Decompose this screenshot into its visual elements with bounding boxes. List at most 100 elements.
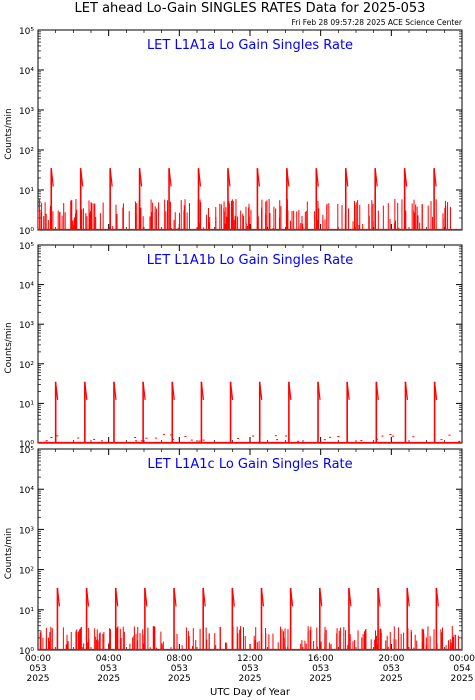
- y-tick-label: 10⁰: [19, 227, 34, 237]
- x-tick-label-time: 08:00: [166, 654, 192, 664]
- data-point: [285, 435, 288, 437]
- panel-title: LET L1A1b Lo Gain Singles Rate: [147, 253, 353, 268]
- spike-decay: [259, 381, 263, 400]
- spike-decay: [290, 587, 294, 607]
- plot-frame: [37, 448, 463, 651]
- data-point: [100, 440, 103, 442]
- spike-decay: [139, 168, 143, 187]
- y-tick-label: 10³: [19, 526, 34, 536]
- data-point: [140, 440, 143, 442]
- data-point: [440, 441, 443, 443]
- x-tick-label-year: 2025: [168, 674, 191, 684]
- data-series: [38, 168, 462, 230]
- spike-decay: [345, 168, 349, 187]
- data-point: [252, 435, 255, 437]
- y-tick-label: 10⁵: [19, 27, 34, 37]
- spike-decay: [56, 587, 61, 607]
- x-tick-label-time: 20:00: [378, 654, 404, 664]
- spike-decay: [227, 168, 231, 187]
- y-axis-label: Counts/min: [4, 108, 14, 159]
- spike-decay: [202, 587, 206, 607]
- spike-decay: [84, 381, 88, 400]
- spike-decay: [348, 587, 352, 607]
- y-tick-label: 10²: [19, 147, 34, 157]
- y-tick-label: 10⁴: [19, 486, 34, 496]
- spike-decay: [173, 587, 177, 607]
- spike-decay: [168, 168, 172, 187]
- data-point: [412, 436, 415, 438]
- y-tick-label: 10¹: [19, 607, 34, 617]
- chart-panel-2: 10⁰ 10¹ 10² 10³ 10⁴ 10⁵ Counts/min LET L1A1b Lo…: [4, 242, 463, 450]
- data-point: [392, 435, 395, 437]
- data-point: [337, 436, 340, 438]
- y-tick-label: 10⁴: [19, 67, 34, 77]
- chart-panels: 10⁰ 10¹ 10² 10³ 10⁴ 10⁵ Counts/min LET L1A1a Lo…: [4, 27, 463, 657]
- data-point: [236, 437, 239, 439]
- x-tick-label-day: 054: [453, 664, 470, 674]
- y-axis-label: Counts/min: [4, 322, 14, 373]
- x-tick-label-day: 053: [241, 664, 258, 674]
- data-point: [274, 435, 277, 437]
- data-point: [135, 440, 138, 442]
- x-tick-label-time: 00:00: [449, 654, 475, 664]
- spike-decay: [433, 168, 437, 187]
- x-axis: 00:00053202504:00053202508:00053202512:0…: [25, 654, 475, 684]
- data-point: [198, 440, 201, 442]
- data-point: [336, 441, 339, 443]
- panel-title: LET L1A1c Lo Gain Singles Rate: [147, 457, 352, 472]
- data-point: [381, 435, 384, 437]
- y-tick-label: 10²: [19, 567, 34, 577]
- spike-decay: [288, 381, 292, 400]
- y-tick-label: 10⁰: [19, 440, 34, 450]
- x-tick-label-year: 2025: [380, 674, 403, 684]
- x-tick-label-time: 00:00: [25, 654, 51, 664]
- spike-decay: [115, 587, 119, 607]
- spike-decay: [315, 168, 319, 187]
- x-tick-label-time: 04:00: [96, 654, 122, 664]
- data-point: [329, 436, 332, 438]
- data-point: [56, 435, 59, 437]
- spike-decay: [229, 381, 234, 400]
- data-series: [38, 587, 462, 650]
- spike-decay: [256, 168, 260, 187]
- x-tick-label-time: 12:00: [237, 654, 263, 664]
- x-tick-label-day: 053: [100, 664, 117, 674]
- data-point: [458, 440, 461, 442]
- data-point: [145, 437, 148, 439]
- x-axis-label: UTC Day of Year: [210, 687, 291, 698]
- chart-panel-1: 10⁰ 10¹ 10² 10³ 10⁴ 10⁵ Counts/min LET L1A1a Lo…: [4, 27, 463, 237]
- data-point: [154, 437, 157, 439]
- spike-decay: [286, 168, 290, 187]
- x-tick-label-year: 2025: [309, 674, 332, 684]
- data-point: [448, 434, 451, 436]
- data-series: [38, 381, 462, 443]
- spike-decay: [434, 381, 438, 400]
- data-point: [77, 437, 80, 439]
- generation-timestamp: Fri Feb 28 09:57:28 2025 ACE Science Cen…: [291, 18, 462, 27]
- spike-decay: [404, 168, 408, 187]
- data-point: [276, 439, 279, 441]
- spike-decay: [142, 381, 146, 400]
- spike-decay: [113, 381, 117, 400]
- spike-decay: [435, 587, 439, 607]
- y-tick-label: 10¹: [19, 400, 34, 410]
- data-point: [315, 441, 318, 443]
- y-tick-label: 10⁴: [19, 282, 34, 292]
- spike-decay: [231, 587, 235, 607]
- spike-decay: [319, 587, 323, 607]
- y-tick-label: 10³: [19, 107, 34, 117]
- spike-decay: [109, 168, 113, 187]
- data-point: [170, 434, 173, 436]
- x-tick-label-day: 053: [171, 664, 188, 674]
- plot-frame: [37, 244, 463, 444]
- y-tick-label: 10¹: [19, 187, 34, 197]
- spike-decay: [377, 587, 381, 607]
- spike-decay: [85, 587, 90, 607]
- x-tick-label-day: 053: [29, 664, 46, 674]
- x-tick-label-year: 2025: [97, 674, 120, 684]
- data-point: [360, 439, 363, 441]
- spike-decay: [171, 381, 175, 400]
- data-point: [297, 440, 300, 442]
- y-tick-label: 10⁵: [19, 242, 34, 252]
- data-point: [323, 439, 326, 441]
